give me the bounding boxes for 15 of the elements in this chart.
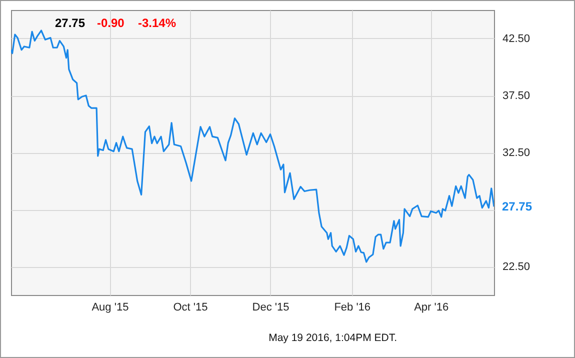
line-series: [11, 30, 494, 263]
x-tick-label: Aug '15: [92, 302, 129, 314]
x-tick-label: Dec '15: [252, 302, 290, 314]
x-tick-label: Oct '15: [173, 302, 208, 314]
y-tick-label: 37.50: [502, 90, 530, 102]
annotation: 27.75: [55, 16, 86, 30]
annotation: -3.14%: [138, 16, 176, 30]
annotation: -0.90: [97, 16, 125, 30]
y-tick-label: 32.50: [502, 147, 530, 159]
y-tick-label: 22.50: [502, 261, 530, 273]
text: May 19 2016, 1:04PM EDT.: [268, 332, 397, 344]
annotation: 27.75: [502, 200, 532, 214]
x-tick-label: Feb '16: [334, 302, 371, 314]
x-tick-label: Apr '16: [414, 302, 449, 314]
y-tick-label: 42.50: [502, 33, 530, 45]
